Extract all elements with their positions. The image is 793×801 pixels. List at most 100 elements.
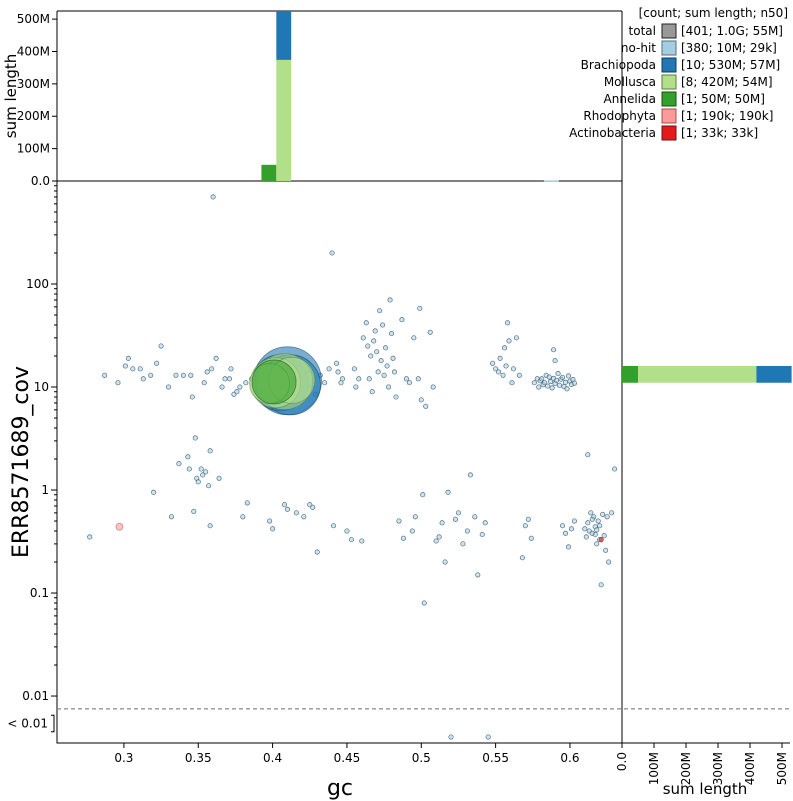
no-hit-point (472, 514, 478, 520)
legend-stats-brachiopoda: [10; 530M; 57M] (681, 58, 780, 72)
no-hit-point (374, 349, 380, 355)
no-hit-point (600, 511, 606, 517)
no-hit-point (585, 452, 591, 458)
no-hit-point (568, 526, 574, 532)
no-hit-point (497, 355, 503, 361)
no-hit-point (293, 510, 299, 516)
no-hit-point (368, 353, 374, 359)
no-hit-point (369, 389, 375, 395)
y-tick-label: 1 (41, 483, 49, 497)
no-hit-point (554, 377, 560, 383)
no-hit-point (228, 366, 234, 372)
right-hist-tick-label: 500M (775, 752, 789, 785)
no-hit-point (158, 343, 164, 349)
top-hist-bar-no-hit (543, 180, 559, 182)
no-hit-point (151, 489, 157, 495)
no-hit-point (270, 526, 276, 532)
no-hit-point (588, 510, 594, 516)
no-hit-point (445, 489, 451, 495)
no-hit-point (393, 394, 399, 400)
no-hit-point (351, 366, 357, 372)
top-histogram: 0.0 100M 200M 300M 400M 500M (17, 10, 623, 743)
no-hit-point (409, 528, 415, 534)
no-hit-point (213, 355, 219, 361)
no-hit-point (592, 531, 598, 538)
no-hit-point (519, 555, 525, 561)
scatter-panel-frame (56, 180, 623, 744)
point-actinobacteria (598, 537, 604, 543)
x-tick-label: 0.5 (412, 751, 431, 765)
no-hit-point (243, 380, 249, 386)
no-hit-point (284, 506, 291, 512)
y-tick-label: 10 (34, 380, 49, 394)
no-hit-point (140, 376, 146, 382)
no-hit-point (240, 514, 246, 520)
no-hit-point (237, 384, 243, 390)
no-hit-point (356, 376, 362, 382)
top-hist-bar-brachiopoda (276, 11, 292, 60)
no-hit-point (371, 338, 377, 344)
below-threshold-label: < 0.01 (7, 717, 48, 731)
no-hit-point (219, 384, 225, 390)
no-hit-point (482, 520, 488, 526)
no-hit-point (137, 366, 143, 372)
no-hit-point (189, 394, 195, 400)
no-hit-point (513, 335, 519, 341)
no-hit-point (594, 527, 600, 533)
right-hist-bar-mollusca (638, 365, 757, 383)
no-hit-point (516, 372, 522, 378)
no-hit-point (186, 466, 192, 472)
no-hit-point (452, 516, 459, 522)
no-hit-point (421, 600, 427, 606)
no-hit-point (525, 516, 531, 522)
no-hit-point (400, 535, 406, 541)
no-hit-point (344, 528, 350, 534)
x-tick-label: 0.45 (334, 751, 361, 765)
no-hit-point (375, 369, 381, 375)
no-hit-point (122, 363, 128, 369)
no-hit-point (564, 386, 570, 392)
legend-stats-total: [401; 1.0G; 55M] (681, 24, 783, 38)
no-hit-point (234, 389, 240, 395)
no-hit-point (102, 372, 108, 378)
no-hit-point (571, 518, 577, 524)
no-hit-point (531, 380, 537, 386)
no-hit-point (585, 520, 591, 526)
no-hit-point (601, 533, 607, 539)
no-hit-point (442, 559, 448, 565)
no-hit-point (195, 479, 201, 485)
x-tick-label: 0.6 (560, 751, 579, 765)
no-hit-point (403, 376, 409, 382)
no-hit-point (168, 514, 175, 520)
legend-swatch-no-hit (661, 40, 677, 56)
x-tick-label: 0.4 (263, 751, 282, 765)
no-hit-point (301, 514, 307, 520)
top-hist-tick-label: 500M (17, 12, 50, 26)
no-hit-point (200, 472, 206, 478)
no-hit-point (390, 355, 396, 361)
no-hit-point (479, 531, 485, 538)
below-threshold-bracket (51, 714, 55, 733)
legend-label-actinobacteria: Actinobacteria (569, 126, 656, 140)
right-histogram: 0.0 100M 200M 300M 400M 500M (615, 365, 792, 785)
no-hit-point (209, 366, 215, 372)
no-hit-point (552, 358, 558, 364)
point-annelida (251, 359, 297, 405)
no-hit-point (165, 384, 172, 390)
no-hit-point (501, 345, 508, 351)
no-hit-point (542, 380, 548, 386)
no-hit-point (226, 376, 233, 382)
no-hit-point (506, 338, 512, 344)
no-hit-point (207, 523, 213, 529)
no-hit-point (423, 403, 429, 409)
no-hit-point (522, 523, 528, 529)
x-tick-label: 0.3 (114, 751, 133, 765)
no-hit-point (335, 369, 341, 375)
no-hit-point (310, 504, 316, 510)
no-hit-point (467, 472, 473, 478)
no-hit-point (539, 376, 545, 382)
no-hit-point (598, 582, 604, 588)
no-hit-point (612, 466, 618, 472)
no-hit-point (609, 510, 615, 516)
